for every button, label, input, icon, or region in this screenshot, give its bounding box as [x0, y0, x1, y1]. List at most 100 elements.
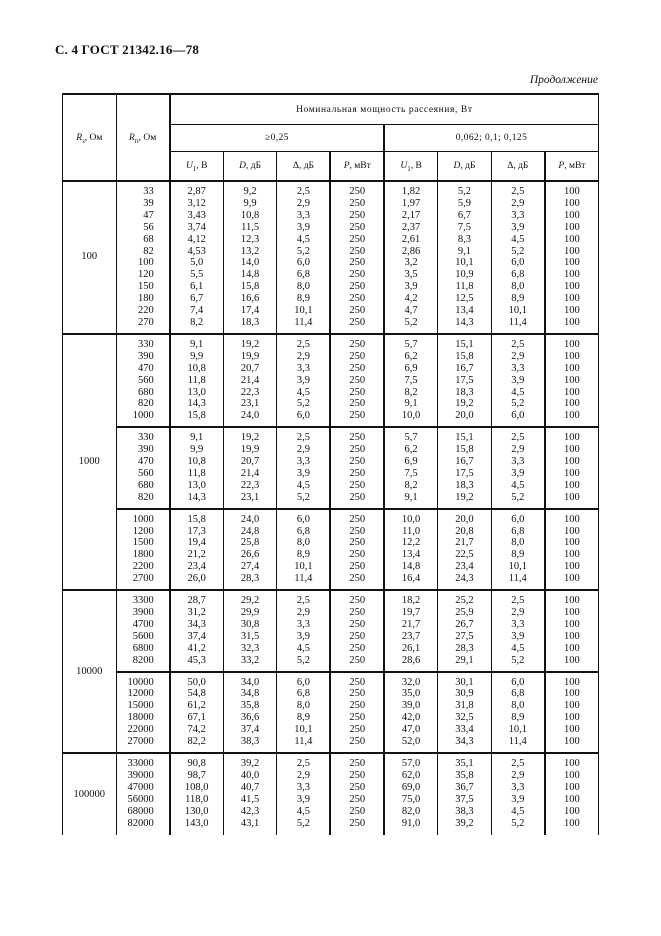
data-value: 250	[329, 751, 385, 770]
data-value: 9,9	[168, 350, 224, 363]
data-value: 20,7	[222, 456, 277, 468]
data-value: 26,1	[383, 642, 438, 655]
data-value: 100	[543, 221, 599, 234]
data-value: 10,1	[276, 305, 331, 317]
data-value: 8,0	[276, 700, 331, 713]
data-value: 5,0	[168, 257, 224, 270]
data-value: 14,3	[168, 491, 224, 509]
data-value: 100	[543, 781, 599, 794]
data-value: 24,0	[222, 507, 277, 526]
data-value: 6,0	[276, 257, 331, 270]
data-value: 17,3	[168, 525, 224, 538]
data-value: 14,8	[222, 269, 277, 282]
data-value: 5,2	[490, 491, 545, 509]
data-value: 100	[543, 525, 599, 538]
data-value: 100	[543, 549, 599, 562]
data-value: 8,3	[437, 233, 492, 246]
table-header: Rз, Ом Rп, Ом Номинальная мощность рассе…	[62, 93, 599, 182]
data-value: 100	[543, 305, 599, 317]
data-value: 39,2	[437, 817, 492, 836]
data-value: 3,3	[276, 362, 331, 375]
data-value: 21,7	[383, 618, 438, 631]
data-value: 100	[543, 398, 599, 411]
data-value: 26,7	[437, 618, 492, 631]
data-value: 12,2	[383, 537, 438, 550]
rn-value: 68000	[115, 805, 170, 818]
data-value: 100	[543, 332, 599, 351]
col-header-u1-b: U1, В	[383, 151, 438, 182]
data-value: 23,7	[383, 630, 438, 643]
col-header-u1-a: U1, В	[168, 151, 224, 182]
data-value: 2,61	[383, 233, 438, 246]
data-value: 10,1	[276, 724, 331, 737]
data-value: 100	[543, 817, 599, 836]
data-value: 143,0	[168, 817, 224, 836]
data-value: 3,9	[490, 467, 545, 480]
data-value: 32,5	[437, 712, 492, 725]
rn-value: 820	[115, 398, 170, 411]
data-value: 54,8	[168, 688, 224, 701]
data-value: 75,0	[383, 793, 438, 806]
data-value: 31,5	[222, 630, 277, 643]
table-row: 1200 17,3 24,8 6,8 250 11,0 20,8 6,8 100	[63, 525, 599, 538]
data-value: 3,3	[490, 781, 545, 794]
data-value: 8,0	[490, 700, 545, 713]
table-row: 1000 15,8 24,0 6,0 250 10,0 20,0 6,0 100	[63, 410, 599, 428]
data-value: 2,9	[490, 350, 545, 363]
rn-value: 680	[115, 479, 170, 492]
table-row: 22000 74,2 37,4 10,1 250 47,0 33,4 10,1 100	[63, 724, 599, 737]
data-value: 100	[543, 316, 599, 334]
data-value: 9,9	[222, 197, 277, 210]
data-value: 23,1	[222, 491, 277, 509]
data-value: 7,5	[383, 467, 438, 480]
data-value: 35,0	[383, 688, 438, 701]
rn-value: 5600	[115, 630, 170, 643]
data-value: 3,9	[276, 374, 331, 387]
data-value: 13,4	[437, 305, 492, 317]
data-value: 52,0	[383, 736, 438, 753]
data-value: 18,3	[437, 386, 492, 399]
data-value: 2,5	[490, 426, 545, 445]
data-value: 9,1	[383, 398, 438, 411]
table-row: 390 9,9 19,9 2,9 250 6,2 15,8 2,9 100	[63, 444, 599, 457]
data-value: 250	[329, 410, 385, 428]
col-header-delta-b: Δ, дБ	[490, 151, 545, 182]
data-value: 39,0	[383, 700, 438, 713]
rn-value: 470	[115, 456, 170, 468]
header-row-2: ≥0,25 0,062; 0,1; 0,125	[63, 124, 599, 152]
data-value: 20,0	[437, 507, 492, 526]
header-power-group-a: ≥0,25	[168, 124, 385, 152]
rn-value: 56000	[115, 793, 170, 806]
data-value: 34,0	[222, 670, 277, 689]
col-header-delta-a: Δ, дБ	[276, 151, 331, 182]
r3-group-label: 1000	[62, 332, 117, 591]
data-value: 29,9	[222, 607, 277, 619]
data-value: 250	[329, 491, 385, 509]
data-value: 27,4	[222, 561, 277, 574]
data-value: 100	[543, 209, 599, 222]
rn-value: 390	[115, 350, 170, 363]
data-value: 16,7	[437, 362, 492, 375]
data-value: 4,5	[490, 805, 545, 818]
data-value: 100	[543, 197, 599, 210]
data-value: 9,2	[222, 180, 277, 198]
data-value: 250	[329, 332, 385, 351]
data-value: 22,5	[437, 549, 492, 562]
data-value: 3,9	[383, 281, 438, 294]
data-value: 2,9	[490, 444, 545, 457]
rn-value: 560	[115, 467, 170, 480]
data-value: 100	[543, 630, 599, 643]
data-value: 20,7	[222, 362, 277, 375]
data-value: 250	[329, 781, 385, 794]
rn-value: 2700	[115, 573, 170, 591]
data-value: 7,5	[383, 374, 438, 387]
data-value: 250	[329, 245, 385, 258]
data-value: 16,6	[222, 293, 277, 306]
gost-table: Rз, Ом Rп, Ом Номинальная мощность рассе…	[62, 93, 599, 836]
rn-value: 39	[115, 197, 170, 210]
data-value: 100	[543, 769, 599, 782]
data-value: 8,0	[490, 537, 545, 550]
data-value: 2,9	[490, 769, 545, 782]
data-value: 13,4	[383, 549, 438, 562]
table-row: 2700 26,0 28,3 11,4 250 16,4 24,3 11,4 100	[63, 573, 599, 591]
